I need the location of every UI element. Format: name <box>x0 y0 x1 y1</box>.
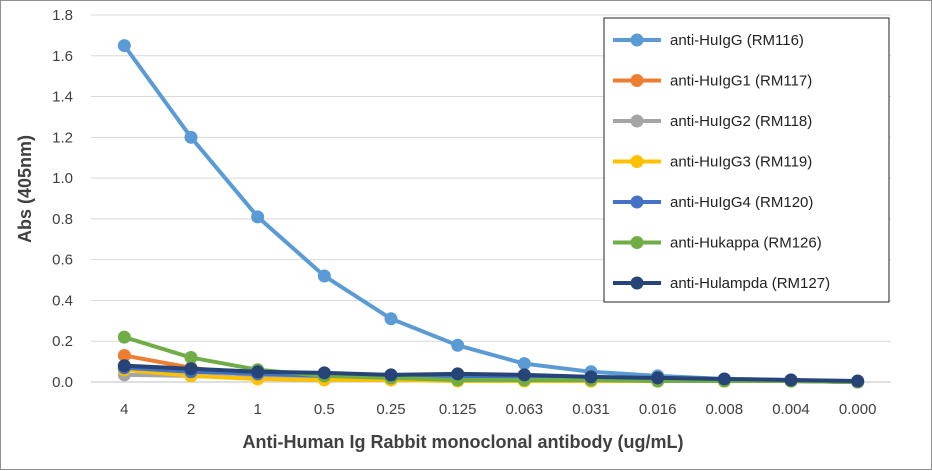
y-tick-label: 1.0 <box>52 170 73 187</box>
legend: anti-HuIgG (RM116) anti-HuIgG1 (RM117) ant… <box>603 17 890 303</box>
legend-swatch-marker <box>630 114 644 128</box>
y-tick-label: 0.6 <box>52 252 73 269</box>
legend-items: anti-HuIgG (RM116) anti-HuIgG1 (RM117) ant… <box>613 32 830 292</box>
x-tick-label: 0.000 <box>839 401 877 418</box>
y-axis-title: Abs (405nm) <box>15 135 35 243</box>
data-point <box>651 371 665 385</box>
legend-swatch-marker <box>630 74 644 87</box>
data-point <box>184 362 198 376</box>
data-point <box>517 368 531 382</box>
legend-item: anti-Hukappa (RM126) <box>613 235 822 252</box>
legend-item: anti-HuIgG (RM116) <box>613 32 804 49</box>
y-tick-label: 1.4 <box>52 89 73 106</box>
legend-item: anti-HuIgG3 (RM119) <box>613 154 812 171</box>
x-tick-label: 2 <box>187 401 195 418</box>
y-axis-ticks: 0.0 0.2 0.4 0.6 0.8 1.0 1.2 1.4 1.6 1.8 <box>52 7 73 391</box>
legend-swatch-marker <box>630 276 644 290</box>
x-tick-label: 4 <box>120 401 128 418</box>
legend-swatch-marker <box>630 33 644 47</box>
x-axis-title: Anti-Human Ig Rabbit monoclonal antibody… <box>243 432 684 452</box>
data-point <box>117 348 131 362</box>
x-tick-label: 1 <box>253 401 261 418</box>
data-point <box>517 357 531 371</box>
x-tick-label: 0.004 <box>772 401 810 418</box>
legend-label: anti-HuIgG3 (RM119) <box>670 154 812 171</box>
data-point <box>784 373 798 387</box>
x-tick-label: 0.5 <box>314 401 335 418</box>
data-point <box>117 330 131 344</box>
y-tick-label: 1.2 <box>52 129 73 146</box>
x-tick-label: 0.063 <box>506 401 544 418</box>
y-tick-label: 0.0 <box>52 374 73 391</box>
y-tick-label: 0.2 <box>52 333 73 350</box>
legend-item: anti-Hulampda (RM127) <box>613 275 830 292</box>
legend-label: anti-HuIgG4 (RM120) <box>670 194 813 211</box>
data-point <box>451 338 465 352</box>
y-tick-label: 0.8 <box>52 211 73 228</box>
data-point <box>317 366 331 380</box>
x-tick-label: 0.125 <box>439 401 477 418</box>
data-point <box>317 269 331 283</box>
series-line <box>122 363 860 383</box>
y-tick-label: 0.4 <box>52 292 73 309</box>
x-tick-label: 0.031 <box>572 401 610 418</box>
data-point <box>451 367 465 381</box>
data-point <box>384 368 398 382</box>
data-point <box>584 370 598 384</box>
legend-label: anti-Hukappa (RM126) <box>670 235 822 252</box>
data-point <box>384 312 398 326</box>
series-7 <box>117 359 865 388</box>
series-lines <box>117 39 865 389</box>
legend-item: anti-HuIgG4 (RM120) <box>613 194 813 211</box>
x-tick-label: 0.016 <box>639 401 677 418</box>
legend-swatch-marker <box>630 155 644 168</box>
legend-label: anti-HuIgG (RM116) <box>670 32 804 49</box>
legend-label: anti-Hulampda (RM127) <box>670 275 830 292</box>
legend-label: anti-HuIgG1 (RM117) <box>670 73 812 90</box>
data-point <box>117 359 131 373</box>
y-tick-label: 1.8 <box>52 7 73 24</box>
legend-item: anti-HuIgG2 (RM118) <box>613 113 812 130</box>
data-point <box>184 351 198 365</box>
data-point <box>251 210 265 224</box>
legend-label: anti-HuIgG2 (RM118) <box>670 113 812 130</box>
data-point <box>251 365 265 379</box>
data-point <box>117 39 131 53</box>
legend-swatch-marker <box>630 236 644 249</box>
data-point <box>851 374 865 388</box>
legend-swatch-marker <box>630 195 644 209</box>
data-point <box>184 130 198 144</box>
data-point <box>717 372 731 386</box>
x-tick-label: 0.25 <box>376 401 405 418</box>
x-tick-label: 0.008 <box>706 401 744 418</box>
y-tick-label: 1.6 <box>52 48 73 65</box>
legend-item: anti-HuIgG1 (RM117) <box>613 73 812 90</box>
x-axis-ticks: 4 2 1 0.5 0.25 0.125 0.063 0.031 0.016 0.008 0.004… <box>120 401 876 418</box>
